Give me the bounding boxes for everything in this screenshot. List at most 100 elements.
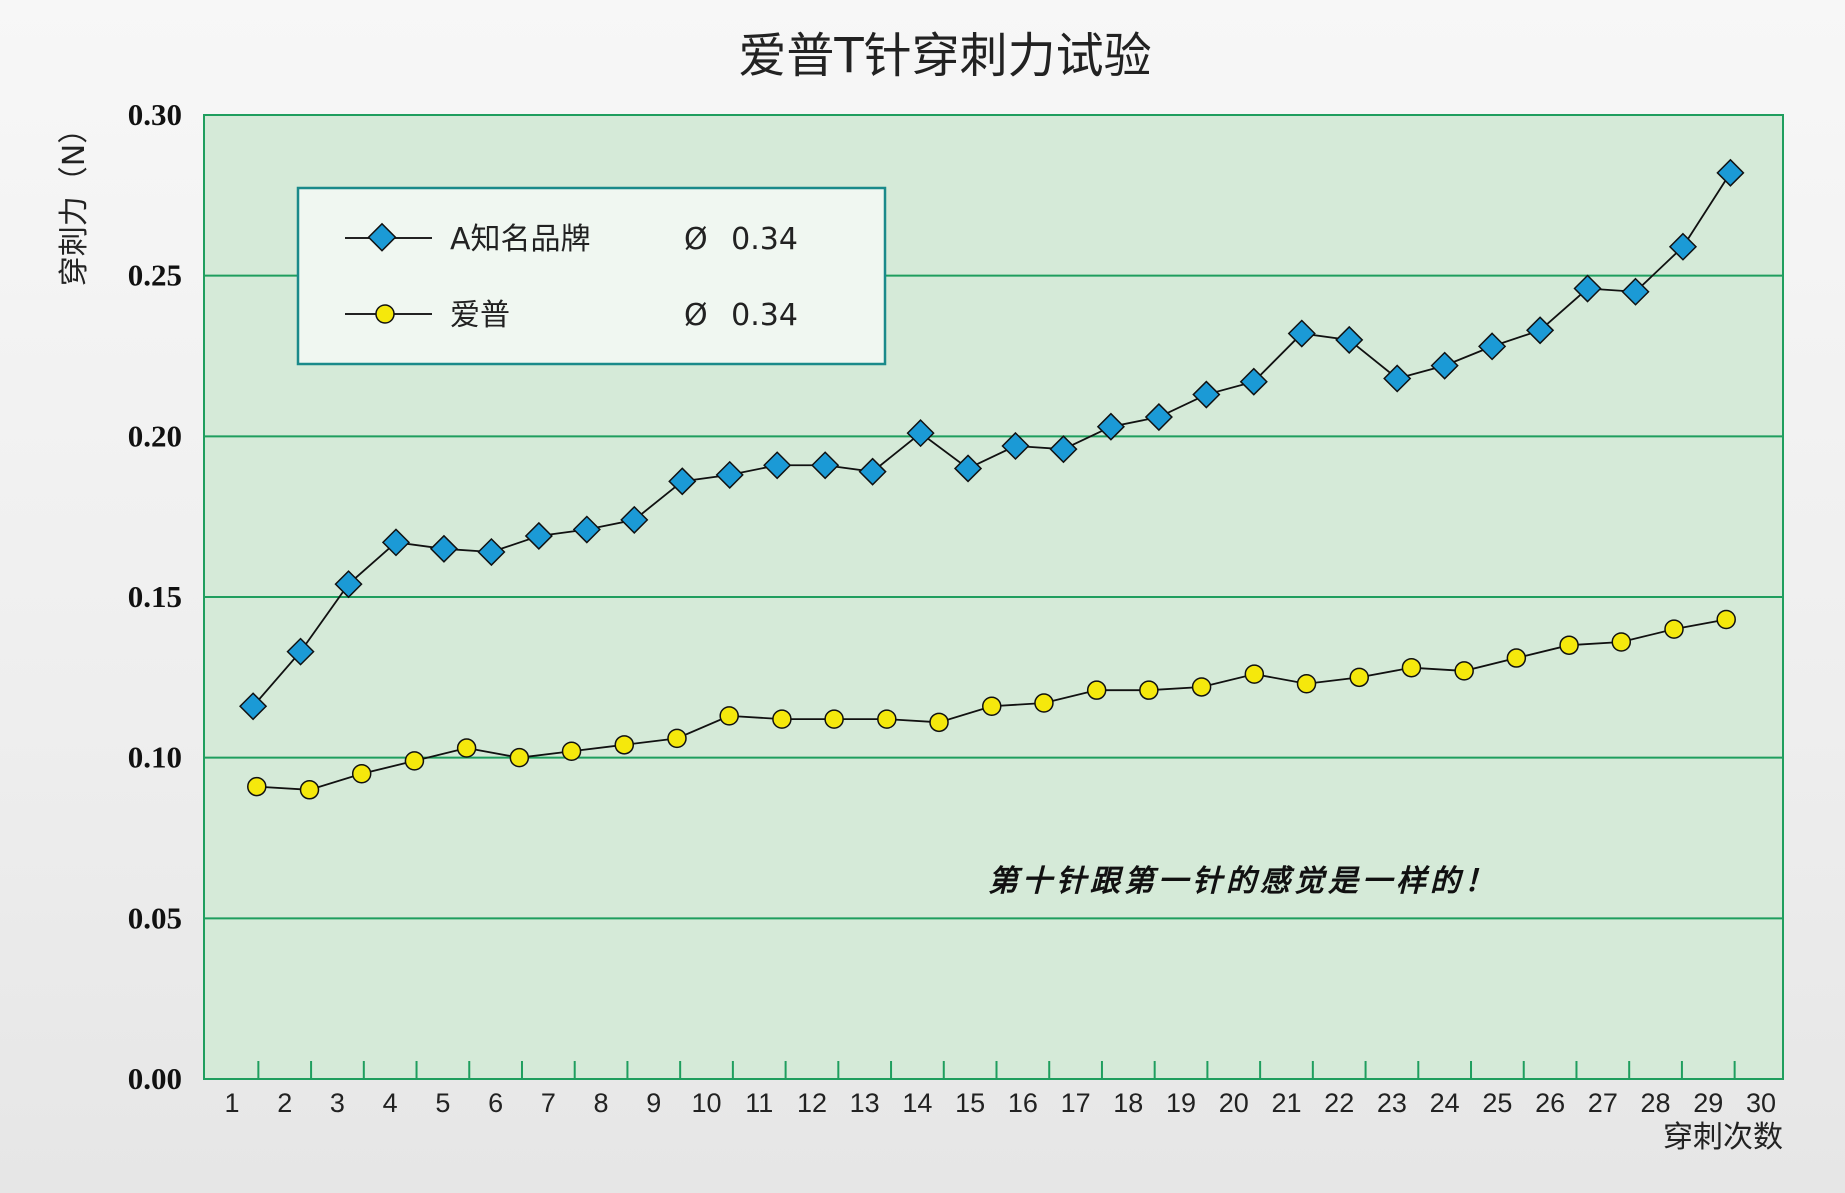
data-point-circle [1296,674,1317,694]
data-point-circle [299,780,320,800]
data-point-circle [1611,632,1632,652]
data-point-diamond [906,419,935,448]
legend: A知名品牌 Ø 0.34 爱普 Ø 0.34 [296,186,887,366]
data-point-circle [1559,635,1579,655]
data-point-diamond [1573,274,1602,303]
y-tick-label: 0.00 [128,1061,182,1096]
x-tick-label: 3 [330,1088,345,1118]
y-tick-label: 0.20 [128,418,182,453]
y-tick-label: 0.30 [128,97,182,132]
legend-box [296,186,887,366]
x-tick-label: 4 [383,1088,398,1118]
data-point-diamond [1621,277,1650,306]
x-tick-label: 8 [594,1088,609,1118]
data-point-circle [824,709,844,729]
data-point-circle [929,712,949,733]
data-point-diamond [715,460,744,489]
y-tick-label: 0.15 [128,579,182,614]
x-tick-label: 25 [1482,1088,1512,1118]
data-point-diamond [668,467,697,496]
data-point-circle [1454,661,1474,681]
data-point-circle [614,735,635,755]
data-point-circle [561,741,582,761]
x-tick-label: 22 [1324,1088,1354,1118]
data-point-diamond [1049,435,1078,464]
data-point-diamond [1668,232,1698,261]
data-point-diamond [1430,351,1459,380]
x-tick-label: 18 [1113,1088,1143,1118]
x-tick-label: 21 [1271,1088,1301,1118]
x-tick-label: 19 [1166,1088,1196,1118]
data-point-diamond [1335,325,1364,354]
data-point-diamond [811,451,840,480]
x-tick-label: 13 [850,1088,880,1118]
data-point-circle [1244,664,1265,684]
data-point-diamond [477,537,506,567]
data-point-diamond [1716,158,1745,187]
x-tick-label: 26 [1535,1088,1565,1118]
data-point-diamond [1192,380,1221,409]
data-point-diamond [1239,367,1268,396]
series-b [247,609,1736,800]
data-point-diamond [1144,402,1173,432]
chart-title: 爱普T针穿刺力试验 [738,28,1151,84]
data-point-circle [247,776,267,797]
data-point-circle [667,728,687,749]
x-tick-label: 10 [691,1088,721,1118]
data-point-diamond [1526,316,1555,345]
x-tick-label: 24 [1430,1088,1460,1118]
data-point-circle [1139,680,1159,700]
x-tick-label: 20 [1219,1088,1249,1118]
data-point-circle [1034,693,1054,713]
data-point-circle [1086,680,1107,700]
x-tick-label: 1 [224,1088,239,1118]
data-point-circle [456,738,477,758]
data-point-diamond [1383,364,1412,393]
data-point-circle [1349,667,1369,688]
data-point-circle [1506,648,1527,668]
data-point-circle [719,706,739,726]
diamond-marker-icon [367,222,397,252]
y-tick-label: 0.10 [128,740,182,775]
data-point-circle [351,763,372,784]
x-tick-label: 12 [797,1088,827,1118]
y-tick-label: 0.05 [128,900,182,935]
chart-annotation: 第十针跟第一针的感觉是一样的！ [988,864,1498,899]
legend-spec-b: Ø 0.34 [684,298,798,333]
x-tick-label: 15 [955,1088,985,1118]
x-tick-label: 9 [646,1088,661,1118]
circle-marker-icon [375,304,395,324]
y-axis-title: 穿刺力（N） [57,114,92,286]
legend-label-a: A知名品牌 [450,222,591,257]
data-point-diamond [381,528,411,557]
data-point-diamond [286,637,315,666]
data-point-diamond [1287,319,1316,348]
data-point-circle [1716,609,1736,630]
legend-spec-a: Ø 0.34 [684,222,798,257]
data-point-circle [509,747,530,768]
data-point-diamond [572,515,601,544]
x-tick-label: 5 [435,1088,450,1118]
data-point-diamond [239,692,268,721]
series-a [239,158,1745,721]
x-axis-title: 穿刺次数 [1663,1120,1783,1155]
x-tick-label: 6 [488,1088,503,1118]
data-point-circle [1664,619,1684,639]
data-point-diamond [524,521,553,551]
data-point-diamond [858,457,887,486]
x-tick-label: 17 [1061,1088,1091,1118]
x-axis-ticks: 1 2 3 4 5 6 7 8 9 10 11 12 13 14 15 16 17 18 19 20 21 22 23 24 2… [224,1061,1776,1118]
data-point-circle [772,709,792,729]
x-tick-label: 30 [1746,1088,1776,1118]
x-tick-label: 29 [1693,1088,1723,1118]
series-group [239,158,1745,800]
data-point-diamond [763,451,792,480]
data-point-diamond [1478,332,1507,361]
data-point-diamond [1096,412,1125,441]
data-point-diamond [1001,431,1030,461]
data-point-diamond [429,534,459,563]
data-point-diamond [953,454,983,483]
data-point-circle [877,709,897,729]
data-point-diamond [334,570,363,599]
